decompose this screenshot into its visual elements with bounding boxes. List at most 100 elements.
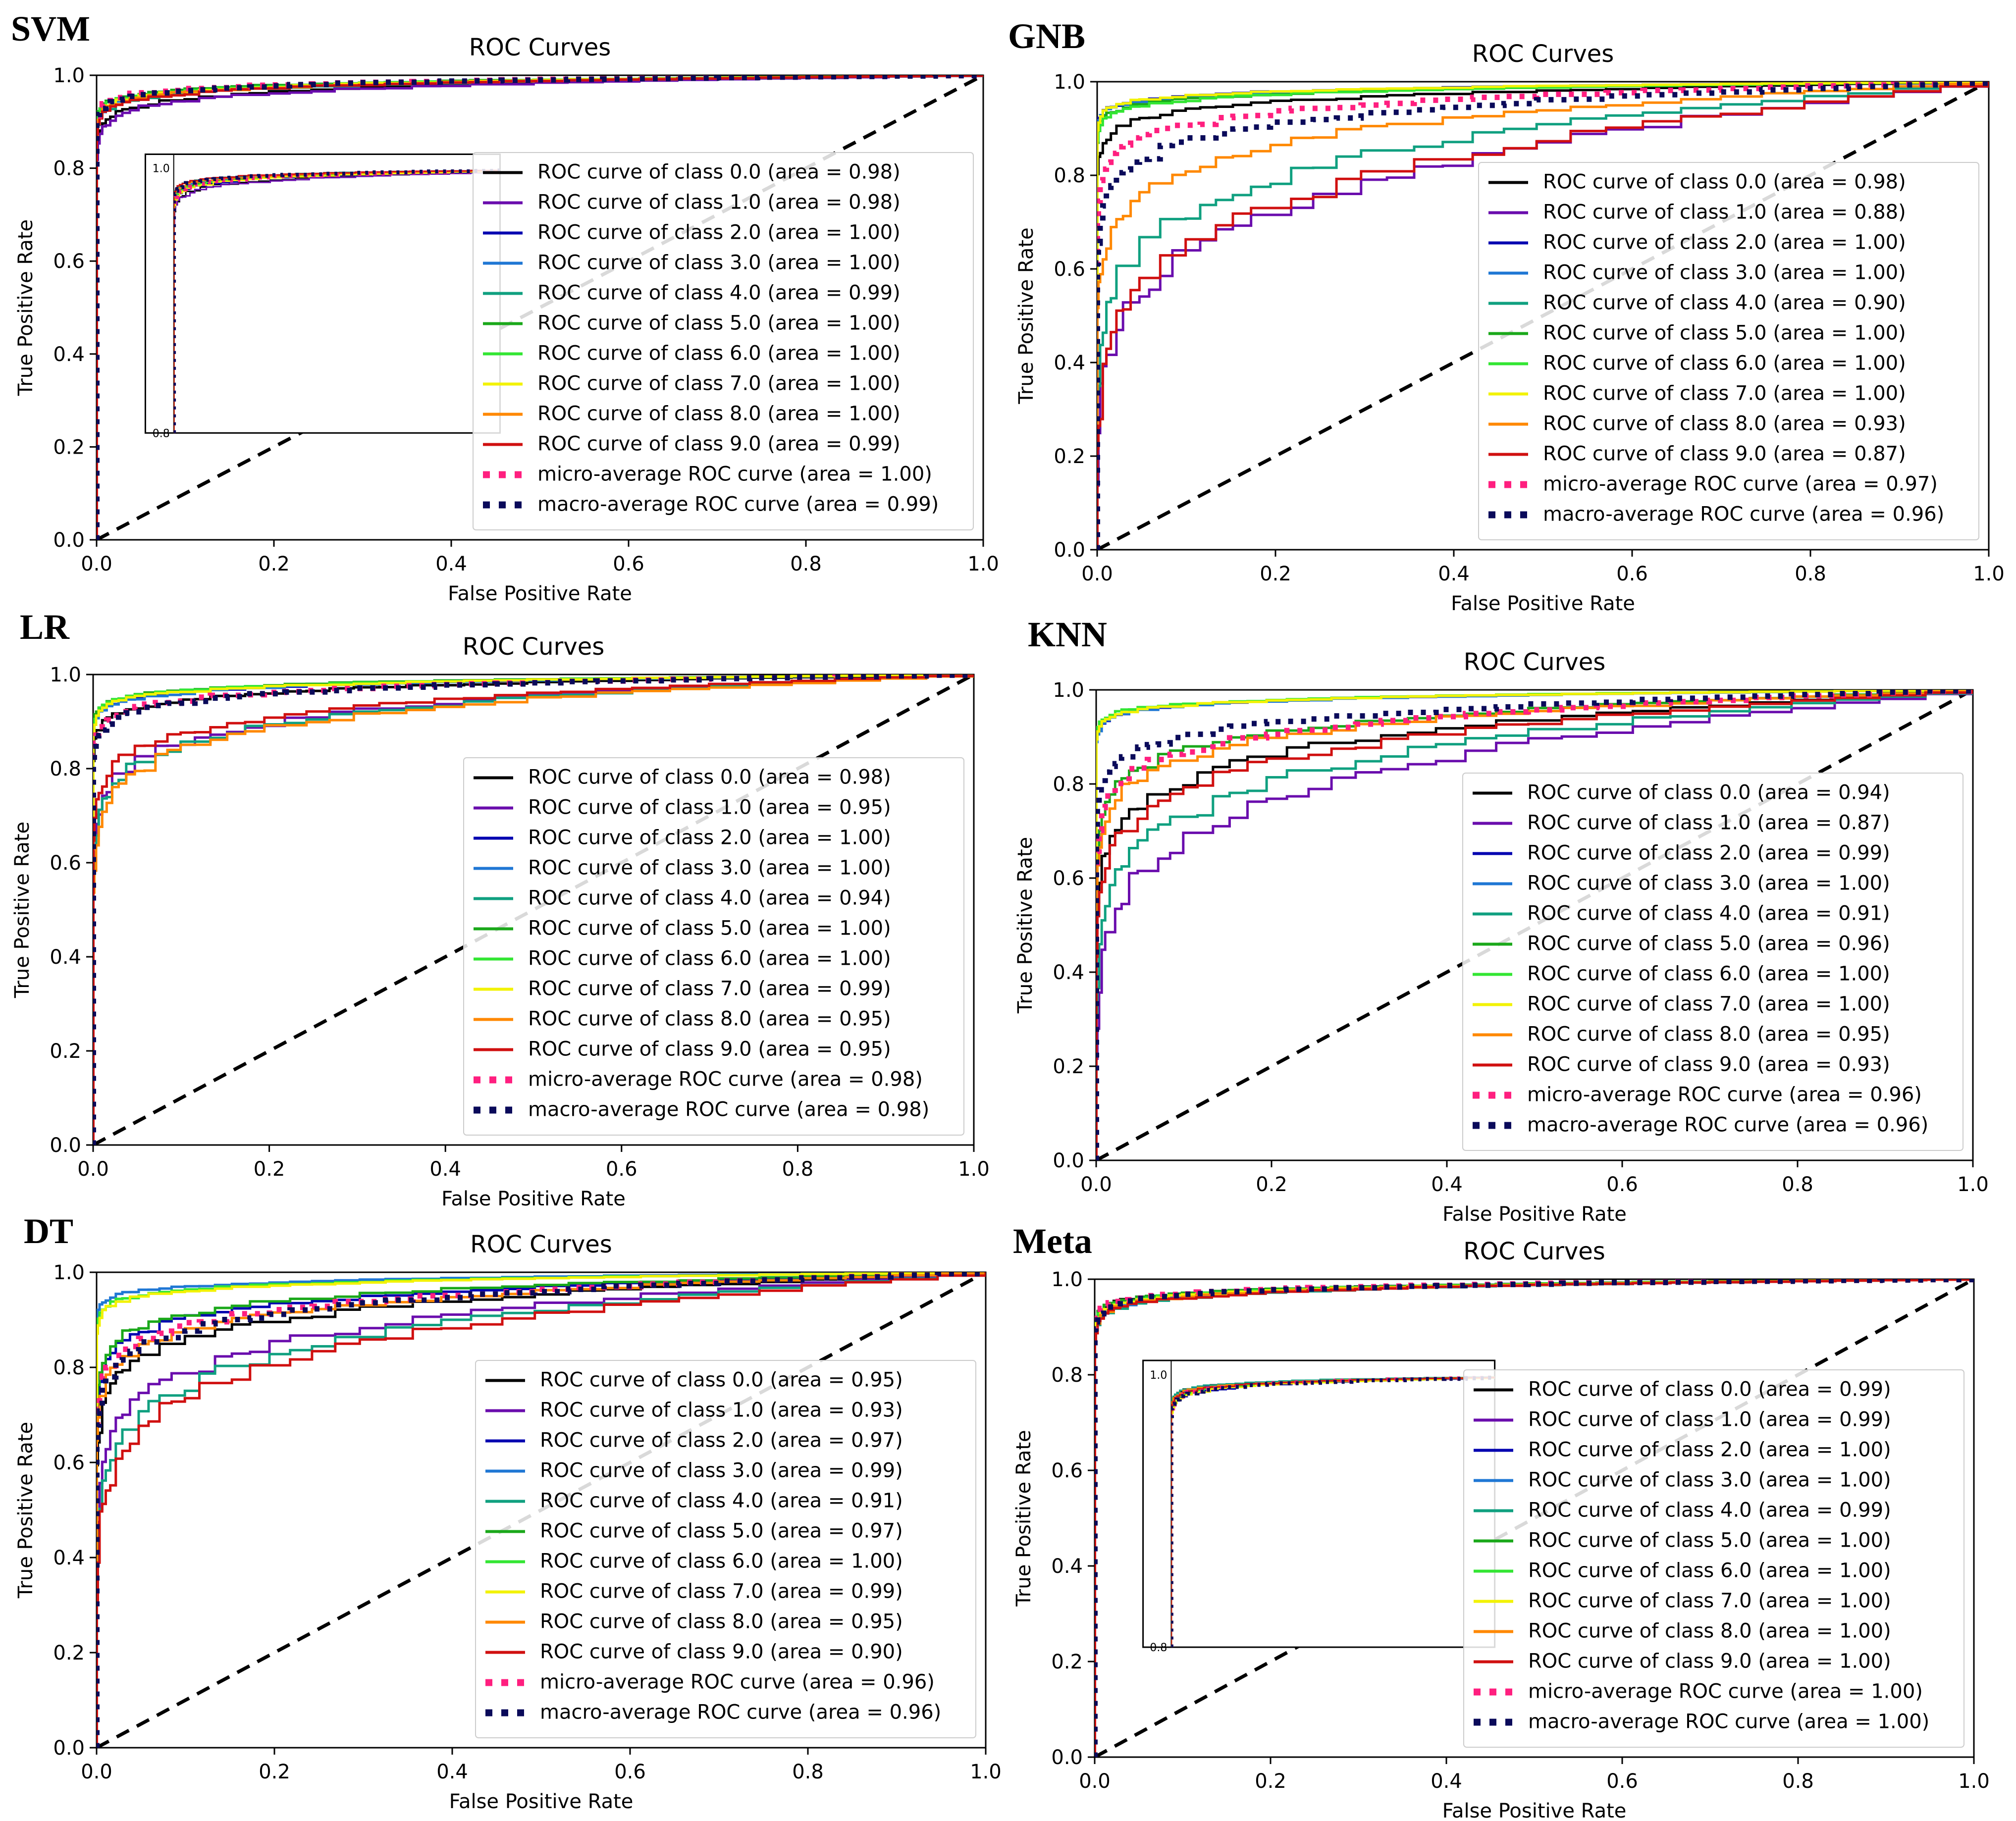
legend-item: ROC curve of class 0.0 (area = 0.94) [1473,781,1890,804]
roc-curve-class_9 [1097,82,1989,550]
roc-curve-class_7 [97,1272,986,1748]
y-tick-label: 0.2 [53,1642,85,1665]
zoom-inset: 0.8 1.0 [1142,1359,1496,1654]
legend-item: macro-average ROC curve (area = 0.98) [474,1098,929,1121]
legend-item: ROC curve of class 1.0 (area = 0.93) [485,1399,903,1422]
x-axis-label: False Positive Rate [1442,1203,1627,1226]
legend-item: micro-average ROC curve (area = 1.00) [483,463,932,486]
legend-item: ROC curve of class 6.0 (area = 1.00) [485,1550,903,1573]
legend: ROC curve of class 0.0 (area = 0.94) ROC … [1462,773,1963,1151]
legend-item: ROC curve of class 4.0 (area = 0.90) [1488,292,1906,314]
x-tick-label: 0.4 [1431,1770,1462,1793]
legend-item: micro-average ROC curve (area = 1.00) [1474,1680,1923,1703]
x-tick-label: 0.8 [1795,563,1826,585]
legend-item: micro-average ROC curve (area = 0.98) [474,1068,923,1091]
chart-title: ROC Curves [470,1231,612,1258]
roc-curve-class_7 [1097,82,1989,550]
legend-label: ROC curve of class 4.0 (area = 0.91) [540,1490,903,1512]
legend-label: ROC curve of class 1.0 (area = 0.88) [1543,201,1906,224]
inset-y-tick-label: 0.8 [153,427,170,440]
legend-label: ROC curve of class 6.0 (area = 1.00) [1543,352,1906,375]
legend-label: ROC curve of class 3.0 (area = 1.00) [1527,872,1890,895]
roc-panel-knn: KNN ROC Curves 0.0 0.2 0.4 0.6 0.8 1.0 0.0 0.2 0.4… [1014,615,1989,1226]
legend-label: micro-average ROC curve (area = 1.00) [537,463,932,486]
x-axis-label: False Positive Rate [449,1790,634,1813]
y-tick-label: 0.2 [1054,445,1085,468]
roc-curve-macro [97,1272,986,1748]
y-tick-label: 0.2 [1053,1055,1084,1078]
legend-item: ROC curve of class 9.0 (area = 0.93) [1473,1053,1890,1076]
inset-y-tick-label: 1.0 [153,163,170,175]
legend-label: ROC curve of class 5.0 (area = 1.00) [528,917,891,940]
panel-label: SVM [11,9,90,49]
legend-item: ROC curve of class 4.0 (area = 0.99) [483,282,901,305]
legend-item: ROC curve of class 6.0 (area = 1.00) [1474,1560,1891,1582]
legend-label: ROC curve of class 8.0 (area = 0.95) [540,1611,903,1633]
y-axis-label: True Positive Rate [14,1422,37,1599]
x-tick-label: 0.0 [1079,1770,1111,1793]
legend-label: ROC curve of class 6.0 (area = 1.00) [1528,1560,1891,1582]
y-axis-label: True Positive Rate [11,822,34,998]
legend-item: ROC curve of class 1.0 (area = 0.95) [474,796,891,819]
legend-item: ROC curve of class 5.0 (area = 0.97) [485,1520,903,1543]
chance-diagonal [97,75,983,540]
legend-item: micro-average ROC curve (area = 0.96) [1473,1084,1922,1106]
legend-label: ROC curve of class 1.0 (area = 0.93) [540,1399,903,1422]
legend-item: ROC curve of class 0.0 (area = 0.98) [1488,171,1906,194]
legend-label: ROC curve of class 0.0 (area = 0.98) [537,161,901,184]
legend-item: ROC curve of class 1.0 (area = 0.99) [1474,1408,1891,1431]
chart-title: ROC Curves [463,633,605,661]
roc-curve-class_8 [1097,82,1989,550]
legend-item: ROC curve of class 5.0 (area = 1.00) [1488,322,1906,345]
legend-label: ROC curve of class 9.0 (area = 0.87) [1543,443,1906,466]
legend-label: ROC curve of class 5.0 (area = 0.97) [540,1520,903,1543]
panel-label: Meta [1013,1221,1092,1261]
inset-curves [1171,1375,1495,1648]
legend-item: ROC curve of class 3.0 (area = 1.00) [1474,1469,1891,1492]
legend-item: ROC curve of class 1.0 (area = 0.98) [483,191,901,214]
chance-diagonal [1095,1279,1974,1757]
roc-curve-class_9 [1096,690,1973,1160]
panel-label: DT [24,1211,73,1251]
y-tick-label: 0.6 [50,852,81,875]
legend-item: ROC curve of class 2.0 (area = 0.99) [1473,842,1890,865]
x-axis-label: False Positive Rate [448,582,632,605]
y-tick-label: 0.8 [53,157,85,180]
y-tick-label: 0.4 [1051,1555,1083,1578]
x-tick-label: 0.0 [81,1761,112,1783]
legend-item: ROC curve of class 2.0 (area = 1.00) [1488,231,1906,254]
legend-label: ROC curve of class 9.0 (area = 0.99) [537,433,901,456]
legend-label: ROC curve of class 3.0 (area = 1.00) [1528,1469,1891,1492]
legend-item: ROC curve of class 9.0 (area = 0.87) [1488,443,1906,466]
legend-item: ROC curve of class 2.0 (area = 0.97) [485,1429,903,1452]
legend-label: ROC curve of class 7.0 (area = 0.99) [540,1580,903,1603]
legend-label: ROC curve of class 8.0 (area = 0.95) [528,1008,891,1031]
legend-item: ROC curve of class 7.0 (area = 1.00) [483,372,901,395]
panel-label: KNN [1028,615,1107,654]
roc-curve-class_1 [1096,690,1973,1160]
y-tick-label: 0.4 [53,1547,85,1569]
x-axis: 0.0 0.2 0.4 0.6 0.8 1.0 [1080,1160,1989,1196]
legend-item: ROC curve of class 8.0 (area = 1.00) [1474,1620,1891,1643]
inset-curve-macro [173,168,500,433]
legend-label: macro-average ROC curve (area = 0.96) [540,1701,941,1724]
legend-item: ROC curve of class 8.0 (area = 1.00) [483,403,901,425]
chance-diagonal [1096,690,1973,1160]
legend-label: ROC curve of class 6.0 (area = 1.00) [528,947,891,970]
legend-label: ROC curve of class 6.0 (area = 1.00) [537,342,901,365]
x-tick-label: 0.2 [1260,563,1291,585]
x-tick-label: 0.0 [77,1158,109,1181]
inset-y-tick-label: 1.0 [1150,1369,1167,1382]
y-tick-label: 0.4 [1054,352,1085,374]
legend-item: ROC curve of class 3.0 (area = 1.00) [474,857,891,880]
roc-curves [1096,690,1973,1160]
legend-box [473,152,974,530]
legend-item: ROC curve of class 8.0 (area = 0.95) [1473,1023,1890,1046]
roc-curve-macro [1097,82,1989,550]
y-tick-label: 0.6 [53,1452,85,1474]
legend-label: ROC curve of class 1.0 (area = 0.99) [1528,1408,1891,1431]
legend-item: ROC curve of class 4.0 (area = 0.99) [1474,1499,1891,1522]
y-tick-label: 0.6 [1054,258,1085,281]
legend-item: ROC curve of class 5.0 (area = 0.96) [1473,933,1890,955]
